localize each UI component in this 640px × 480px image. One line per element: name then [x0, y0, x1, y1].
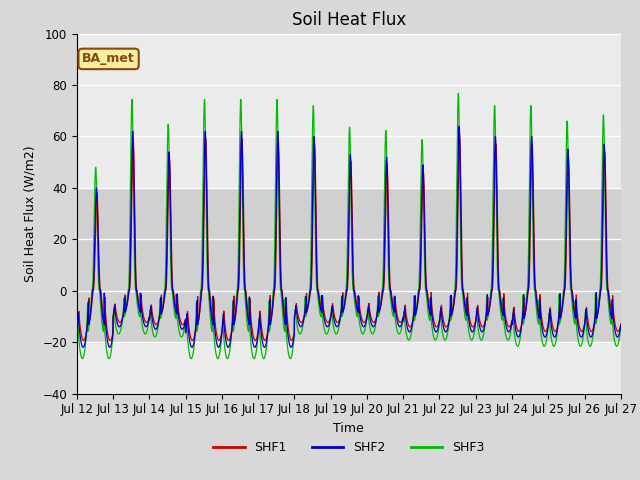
SHF3: [617, 322, 625, 327]
SHF2: [171, 301, 179, 307]
SHF1: [329, 302, 337, 308]
SHF3: [73, 329, 81, 335]
SHF3: [616, 327, 624, 333]
SHF2: [455, 123, 463, 129]
SHF3: [502, 332, 509, 337]
SHF3: [260, 356, 268, 361]
SHF1: [441, 322, 449, 328]
SHF3: [171, 310, 179, 316]
SHF3: [441, 337, 449, 343]
SHF2: [616, 326, 624, 332]
SHF1: [471, 321, 479, 327]
X-axis label: Time: Time: [333, 422, 364, 435]
SHF2: [502, 321, 509, 326]
SHF2: [617, 323, 625, 328]
Y-axis label: Soil Heat Flux (W/m2): Soil Heat Flux (W/m2): [24, 145, 36, 282]
SHF1: [617, 321, 625, 327]
SHF3: [454, 90, 462, 96]
SHF3: [329, 317, 337, 323]
Line: SHF3: SHF3: [77, 93, 621, 359]
Text: BA_met: BA_met: [82, 52, 135, 65]
Line: SHF1: SHF1: [77, 134, 621, 340]
Bar: [77, 188, 621, 342]
Legend: SHF1, SHF2, SHF3: SHF1, SHF2, SHF3: [209, 436, 489, 459]
SHF1: [616, 324, 624, 329]
SHF2: [73, 330, 81, 336]
SHF1: [502, 314, 509, 320]
SHF2: [260, 345, 268, 350]
SHF2: [329, 306, 337, 312]
SHF1: [456, 132, 463, 137]
SHF2: [441, 328, 449, 334]
Line: SHF2: SHF2: [77, 126, 621, 348]
SHF3: [471, 326, 479, 332]
SHF2: [471, 324, 479, 330]
SHF1: [215, 337, 223, 343]
SHF1: [171, 297, 179, 302]
Title: Soil Heat Flux: Soil Heat Flux: [292, 11, 406, 29]
SHF1: [73, 328, 81, 334]
